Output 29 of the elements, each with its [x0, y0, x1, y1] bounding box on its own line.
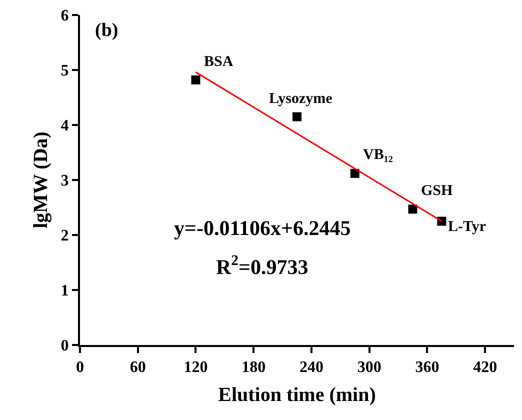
annotation: Lysozyme [269, 91, 333, 107]
annotation: L-Tyr [448, 219, 486, 235]
annotation: VB₁₂ [363, 147, 394, 163]
chart-title: (b) [95, 20, 118, 41]
point [350, 168, 360, 178]
x-axis-title: Elution time (min) [218, 384, 376, 406]
annotation: y=-0.01106x+6.2445 [174, 216, 351, 240]
annotation: R$^{2}$=0.9733 [216, 253, 308, 279]
y-tick-label: 0 [60, 338, 69, 355]
x-tick-label: 360 [415, 359, 440, 376]
x-tick-label: 420 [473, 359, 498, 376]
annotation: BSA [204, 54, 234, 70]
point [408, 204, 418, 214]
y-tick-label: 4 [60, 118, 69, 135]
y-tick-label: 5 [60, 62, 69, 80]
y-tick-label: 6 [60, 8, 69, 25]
x-tick-label: 180 [242, 359, 266, 376]
y-tick-label: 2 [60, 228, 69, 245]
y-tick-label: 3 [60, 172, 69, 190]
point [191, 75, 200, 84]
x-tick-label: 0 [76, 359, 84, 376]
x-tick-label: 120 [184, 359, 208, 376]
x-tick-label: 300 [357, 359, 382, 376]
annotation: GSH [421, 183, 454, 199]
x-tick-label: 60 [130, 359, 146, 376]
point [292, 112, 302, 122]
y-tick-label: 1 [60, 282, 69, 300]
y-axis-title: lgMW (Da) [30, 132, 52, 228]
x-tick-label: 240 [299, 359, 324, 376]
